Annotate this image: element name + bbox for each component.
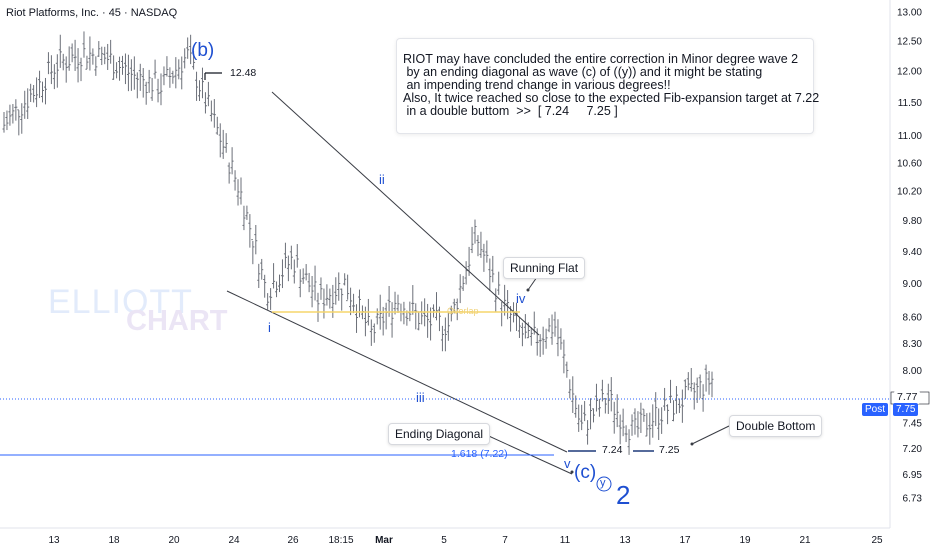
wave-label-y: y [600, 477, 606, 489]
x-tick-label: 19 [739, 535, 751, 546]
watermark-elliott: ELLIOTT [48, 283, 193, 321]
x-tick-label: 21 [799, 535, 811, 546]
y-tick-label: 7.20 [903, 444, 923, 455]
x-tick-label: 13 [619, 535, 631, 546]
y-tick-label: 12.00 [897, 67, 922, 78]
running-flat-pointer [527, 276, 538, 291]
wave-y-circle [596, 476, 612, 492]
wave-label-c: (c) [574, 462, 597, 483]
ending-diagonal-pointer [479, 431, 573, 475]
double-bottom-pointer-dot [690, 442, 694, 446]
wave-label-b: (b) [191, 40, 215, 61]
x-tick-label: 20 [168, 535, 180, 546]
x-tick-label: Mar [375, 535, 393, 546]
note-line: an impending trend change in various deg… [403, 78, 671, 92]
x-tick-label: 17 [679, 535, 691, 546]
y-tick-label: 10.60 [897, 158, 922, 169]
x-tick-label: 18:15 [328, 535, 353, 546]
x-tick-label: 24 [228, 535, 240, 546]
wave-label-iii: iii [416, 390, 425, 405]
note-line: in a double buttom >> [ 7.24 7.25 ] [403, 104, 618, 118]
x-tick-label: 25 [871, 535, 883, 546]
x-tick-label: 7 [502, 535, 508, 546]
running-flat-pointer-dot [526, 288, 530, 292]
y-tick-label: 6.95 [903, 470, 923, 481]
x-tick-label: 13 [48, 535, 60, 546]
low-level-2-label: 7.25 [659, 444, 680, 456]
analysis-note: RIOT may have concluded the entire corre… [396, 38, 820, 134]
diagonal-lower-line [226, 290, 568, 453]
double-bottom-pointer [691, 425, 730, 445]
note-line: Also, It twice reached so close to the e… [403, 91, 820, 105]
y-tick-label: 11.50 [898, 98, 923, 109]
note-line: by an ending diagonal as wave (c) of ((y… [403, 65, 763, 79]
y-tick-label: 8.30 [903, 339, 923, 350]
ending-diagonal-pointer-dot [570, 470, 574, 474]
x-tick-label: 5 [441, 535, 447, 546]
symbol-title: Riot Platforms, Inc. · 45 · NASDAQ [6, 7, 178, 19]
y-tick-label: 9.80 [903, 216, 923, 227]
running-flat-callout: Running Flat [503, 257, 586, 279]
y-tick-label: 9.40 [903, 247, 923, 258]
x-tick-label: 11 [560, 535, 571, 546]
wave-label-v: v [564, 456, 571, 471]
note-line: RIOT may have concluded the entire corre… [403, 52, 799, 66]
wave-label-i: i [268, 320, 271, 335]
ending-diagonal-callout: Ending Diagonal [388, 423, 491, 445]
low-level-1-label: 7.24 [602, 444, 623, 456]
y-tick-label: 6.73 [903, 494, 923, 505]
wave-label-2: 2 [616, 480, 631, 510]
y-tick-label: 8.60 [903, 313, 923, 324]
y-tick-label: 7.45 [903, 419, 923, 430]
diagonal-upper-line [271, 91, 540, 336]
current-price-label: 7.77 [894, 391, 921, 404]
high-level-label: 12.48 [230, 67, 257, 79]
y-tick-label: 12.50 [897, 37, 922, 48]
y-tick-label: 11.00 [898, 131, 923, 142]
watermark-chart: CHART [126, 305, 228, 337]
y-tick-label: 13.00 [897, 8, 922, 19]
fib-level-label: 1.618 (7.22) [451, 448, 508, 460]
post-market-label: Post [862, 403, 889, 416]
post-market-price: 7.75 [893, 403, 919, 416]
y-tick-label: 10.20 [897, 187, 922, 198]
y-tick-label: 9.00 [903, 279, 923, 290]
x-tick-label: 18 [108, 535, 120, 546]
wave-label-ii: ii [379, 172, 385, 187]
double-bottom-callout: Double Bottom [729, 415, 823, 437]
overlap-label: Overlap [447, 306, 479, 316]
wave-label-iv: iv [516, 291, 526, 306]
x-tick-label: 26 [287, 535, 299, 546]
y-tick-label: 8.00 [903, 366, 923, 377]
